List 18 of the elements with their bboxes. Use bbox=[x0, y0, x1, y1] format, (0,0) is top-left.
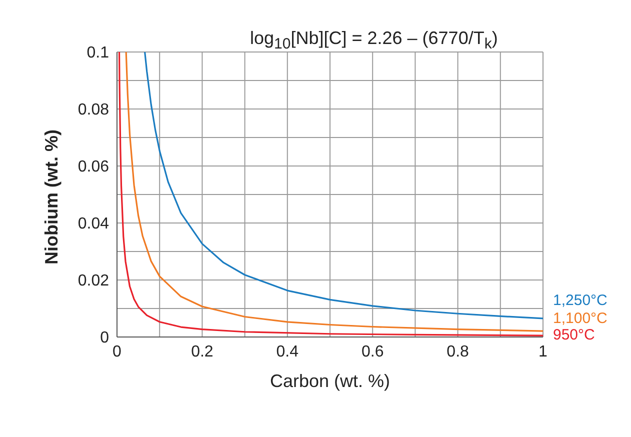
y-tick-label: 0.08 bbox=[78, 102, 110, 119]
x-tick-label: 0.4 bbox=[276, 343, 299, 360]
x-tick-label: 0.2 bbox=[191, 343, 214, 360]
y-tick-label: 0 bbox=[100, 330, 110, 347]
series-label: 950°C bbox=[553, 326, 596, 344]
x-tick-label: 0 bbox=[112, 343, 122, 360]
y-tick-label: 0.02 bbox=[78, 272, 110, 290]
x-tick-label: 1 bbox=[538, 343, 548, 360]
y-axis-title: Niobium (wt. %) bbox=[41, 130, 62, 264]
y-tick-label: 0.06 bbox=[78, 158, 110, 176]
series-label: 1,100°C bbox=[553, 310, 608, 327]
y-tick-label: 0.04 bbox=[78, 216, 110, 233]
x-tick-label: 0.8 bbox=[446, 343, 470, 360]
y-tick-label: 0.1 bbox=[86, 44, 110, 62]
chart-title: log$_{10}$[Nb][C] = 2.26 – (6770/T$_{k}$) bbox=[250, 28, 498, 53]
series-label: 1,250°C bbox=[553, 292, 608, 309]
x-axis-title: Carbon (wt. %) bbox=[270, 371, 390, 391]
x-tick-label: 0.6 bbox=[361, 343, 384, 360]
